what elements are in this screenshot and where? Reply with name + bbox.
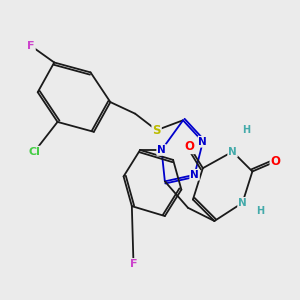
Text: O: O	[271, 155, 281, 168]
Text: N: N	[228, 147, 237, 157]
Text: H: H	[256, 206, 265, 216]
Text: F: F	[130, 259, 137, 269]
Text: N: N	[238, 198, 247, 208]
Text: N: N	[199, 137, 207, 147]
Text: S: S	[152, 124, 161, 137]
Text: Cl: Cl	[28, 147, 40, 157]
Text: H: H	[242, 125, 250, 135]
Text: N: N	[157, 145, 166, 155]
Text: O: O	[184, 140, 195, 153]
Text: N: N	[190, 170, 199, 180]
Text: F: F	[27, 41, 35, 51]
